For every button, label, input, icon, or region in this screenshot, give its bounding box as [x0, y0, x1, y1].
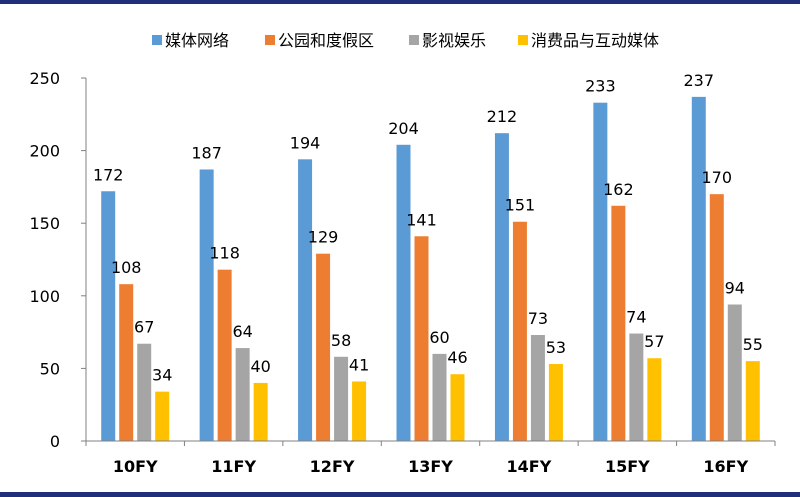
data-label: 73 — [528, 309, 548, 328]
bar — [432, 353, 447, 441]
bar — [593, 102, 608, 442]
x-tick-label: 13FY — [408, 457, 453, 476]
data-label: 172 — [93, 165, 124, 184]
bar — [512, 221, 527, 441]
bar — [745, 361, 760, 441]
y-tick-label: 50 — [40, 359, 60, 378]
top-border — [0, 0, 800, 4]
data-label: 67 — [134, 318, 154, 337]
bar — [691, 96, 706, 441]
bar — [199, 169, 214, 441]
bar — [352, 381, 367, 441]
bar — [548, 364, 563, 441]
data-label: 212 — [487, 107, 518, 126]
y-tick-label: 100 — [29, 287, 60, 306]
legend-label: 影视娱乐 — [422, 31, 486, 50]
data-label: 162 — [603, 180, 634, 199]
data-label: 129 — [308, 228, 339, 247]
data-labels: 172 108 67 34 187 118 64 40 194 129 58 41 204 141 6046… — [93, 71, 763, 385]
data-label: 204 — [388, 119, 419, 138]
data-label: 64 — [232, 322, 252, 341]
bar — [119, 284, 134, 441]
y-axis: 0 50 100 150 200 250 — [29, 69, 87, 451]
x-axis: 10FY 11FY 12FY 13FY 14FY 15FY 16FY — [85, 440, 776, 476]
data-label: 58 — [331, 331, 351, 350]
data-label: 57 — [644, 332, 664, 351]
legend-label: 消费品与互动媒体 — [531, 31, 659, 50]
x-tick-label: 11FY — [211, 457, 256, 476]
bar — [709, 194, 724, 441]
bar — [217, 269, 232, 441]
bar — [298, 159, 313, 441]
x-tick-label: 10FY — [113, 457, 158, 476]
data-label: 55 — [743, 335, 763, 354]
data-label: 34 — [152, 366, 172, 385]
bar — [727, 304, 742, 441]
bar — [647, 358, 662, 441]
bar — [316, 253, 331, 441]
data-label: 53 — [546, 338, 566, 357]
x-tick-label: 12FY — [310, 457, 355, 476]
x-tick-label: 16FY — [703, 457, 748, 476]
bar — [530, 335, 545, 441]
data-label: 237 — [684, 71, 715, 90]
legend-swatch — [152, 35, 162, 45]
data-label: 233 — [585, 77, 616, 96]
data-label: 74 — [626, 308, 646, 327]
data-label: 108 — [111, 258, 142, 277]
bar — [396, 144, 411, 442]
data-label: 187 — [191, 143, 222, 162]
data-label: 94 — [725, 279, 745, 298]
legend-swatch — [409, 35, 419, 45]
legend-swatch — [518, 35, 528, 45]
legend-label: 媒体网络 — [165, 31, 229, 50]
bottom-border — [0, 492, 800, 497]
bar — [235, 348, 250, 441]
x-tick-label: 14FY — [507, 457, 552, 476]
data-label: 118 — [209, 244, 240, 263]
data-label: 151 — [505, 196, 536, 215]
bar — [253, 382, 268, 441]
data-label: 60 — [429, 328, 449, 347]
y-tick-label: 200 — [29, 142, 60, 161]
y-tick-label: 150 — [29, 214, 60, 233]
data-label: 40 — [250, 357, 270, 376]
y-tick-label: 0 — [50, 432, 60, 451]
bar — [629, 333, 644, 441]
legend-swatch — [265, 35, 275, 45]
data-label: 170 — [702, 168, 733, 187]
y-tick-label: 250 — [29, 69, 60, 88]
bar — [494, 133, 509, 441]
bar — [611, 205, 626, 441]
data-label: 141 — [406, 210, 437, 229]
data-label: 41 — [349, 355, 369, 374]
bar — [334, 356, 349, 441]
bar — [450, 374, 465, 441]
legend-label: 公园和度假区 — [278, 31, 374, 50]
legend: 媒体网络 公园和度假区 影视娱乐 消费品与互动媒体 — [152, 31, 659, 50]
bar — [137, 343, 152, 441]
bar — [101, 191, 116, 441]
x-tick-label: 15FY — [605, 457, 650, 476]
bar — [155, 391, 170, 441]
data-label: 46 — [447, 348, 467, 367]
bar — [414, 236, 429, 441]
data-label: 194 — [290, 133, 321, 152]
bars — [101, 96, 760, 442]
